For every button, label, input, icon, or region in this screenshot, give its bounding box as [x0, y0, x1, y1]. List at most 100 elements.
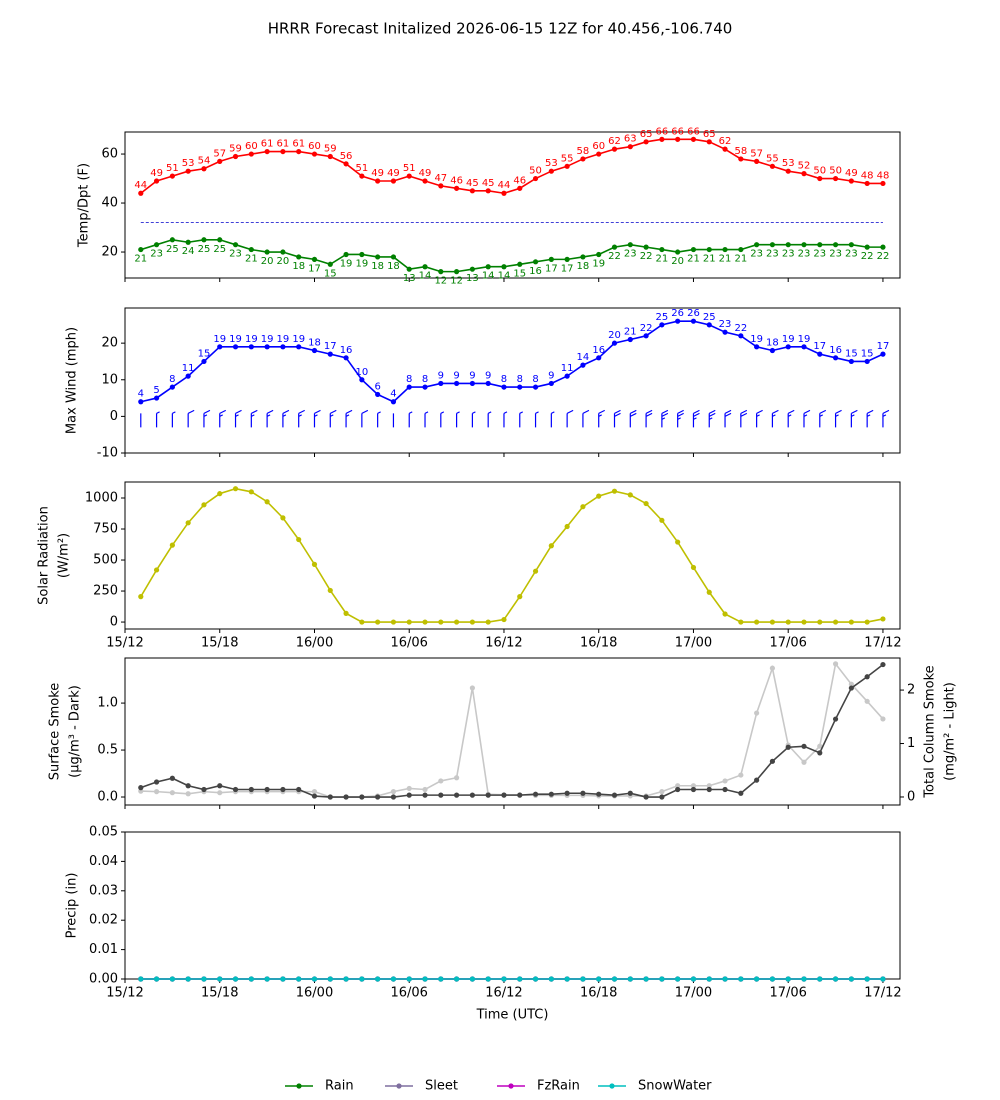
- series-point: [564, 523, 570, 530]
- data-label: 19: [798, 334, 811, 345]
- series-point: [138, 785, 144, 791]
- series-point: [406, 384, 412, 390]
- plot-frame: [124, 131, 901, 279]
- x-tick-label: 16/18: [580, 986, 617, 1001]
- series-point: [643, 333, 649, 339]
- series-point: [675, 539, 681, 545]
- data-label: 25: [213, 244, 226, 255]
- data-label: 54: [198, 156, 211, 167]
- series-point: [785, 242, 791, 248]
- series-point: [138, 190, 144, 196]
- data-label: 45: [466, 178, 479, 189]
- data-label: 61: [277, 139, 290, 150]
- series-point: [532, 976, 539, 982]
- series-point: [848, 358, 854, 365]
- y-tick-label: 0.05: [89, 825, 118, 840]
- series-point: [169, 976, 175, 982]
- data-label: 15: [861, 348, 874, 359]
- series-point: [801, 344, 807, 350]
- wind-barb: [203, 409, 211, 428]
- y-tick-label: 0: [110, 615, 118, 630]
- data-label: 22: [640, 323, 653, 334]
- data-label: 16: [340, 345, 353, 356]
- series-point: [185, 373, 191, 379]
- series-point: [311, 789, 318, 795]
- series-point: [454, 380, 460, 387]
- wind-barb: [250, 409, 258, 428]
- y-tick-label: 0.00: [89, 972, 118, 987]
- series-point: [232, 976, 239, 982]
- series-point: [469, 266, 475, 272]
- series-point: [659, 136, 665, 142]
- data-label: 19: [292, 334, 305, 345]
- series-point: [248, 246, 254, 253]
- series-point: [169, 237, 175, 243]
- series-point: [217, 237, 223, 243]
- series-point: [454, 775, 460, 781]
- wind-barb: [598, 409, 605, 428]
- data-label: 49: [371, 168, 384, 179]
- wind-barb: [519, 411, 524, 428]
- series-point: [517, 384, 523, 390]
- data-label: 57: [750, 148, 763, 159]
- series-point: [675, 783, 681, 789]
- series-point: [169, 173, 175, 179]
- series-point: [311, 347, 318, 354]
- data-label: 23: [150, 249, 163, 260]
- series-point: [722, 976, 728, 982]
- series-point: [801, 619, 807, 625]
- wind-barb: [740, 409, 748, 428]
- series-point: [422, 792, 428, 798]
- data-label: 17: [813, 341, 826, 352]
- series-point: [880, 244, 886, 250]
- series-point: [627, 492, 633, 498]
- data-label: 60: [308, 141, 321, 152]
- figure-title: HRRR Forecast Initalized 2026-06-15 12Z …: [268, 20, 733, 38]
- series-point: [232, 153, 239, 160]
- series-point: [611, 340, 618, 346]
- series-point: [690, 136, 697, 142]
- data-label: 23: [750, 249, 763, 260]
- series-point: [422, 976, 428, 982]
- series-point: [690, 783, 697, 789]
- series-point: [548, 168, 554, 174]
- series-point: [801, 743, 807, 749]
- series-point: [501, 384, 507, 390]
- series-point: [675, 136, 681, 142]
- y-tick-label: 60: [101, 147, 118, 162]
- y-tick-label: 10: [101, 372, 118, 387]
- series-point: [343, 161, 349, 167]
- wind-barb: [377, 411, 381, 428]
- data-label: 45: [482, 178, 495, 189]
- data-label: 18: [387, 261, 400, 272]
- series-point: [153, 242, 160, 248]
- series-point: [517, 792, 523, 798]
- series-point: [438, 619, 444, 625]
- series-point: [501, 190, 507, 196]
- series-point: [153, 779, 160, 785]
- data-label: 18: [577, 261, 590, 272]
- series-point: [390, 976, 397, 982]
- series-point: [848, 178, 854, 184]
- data-label: 49: [419, 168, 432, 179]
- x-tick-label: 15/18: [201, 986, 238, 1001]
- data-label: 9: [453, 370, 459, 381]
- series-point: [769, 347, 776, 354]
- series-point: [643, 244, 649, 250]
- x-tick-label: 17/06: [769, 636, 806, 651]
- x-tick-label: 16/00: [296, 636, 333, 651]
- series-point: [359, 976, 365, 982]
- x-tick-label: 16/12: [485, 986, 522, 1001]
- wind-barb: [298, 409, 305, 428]
- series-point: [296, 344, 302, 350]
- series-point: [817, 743, 823, 749]
- data-label: 13: [466, 273, 479, 284]
- series-point: [169, 790, 175, 796]
- series-point: [375, 178, 381, 184]
- data-label: 19: [340, 258, 353, 269]
- data-label: 23: [624, 249, 637, 260]
- series-point: [185, 783, 191, 789]
- series-point: [217, 976, 223, 982]
- data-label: 25: [656, 312, 669, 323]
- data-label: 62: [608, 136, 621, 147]
